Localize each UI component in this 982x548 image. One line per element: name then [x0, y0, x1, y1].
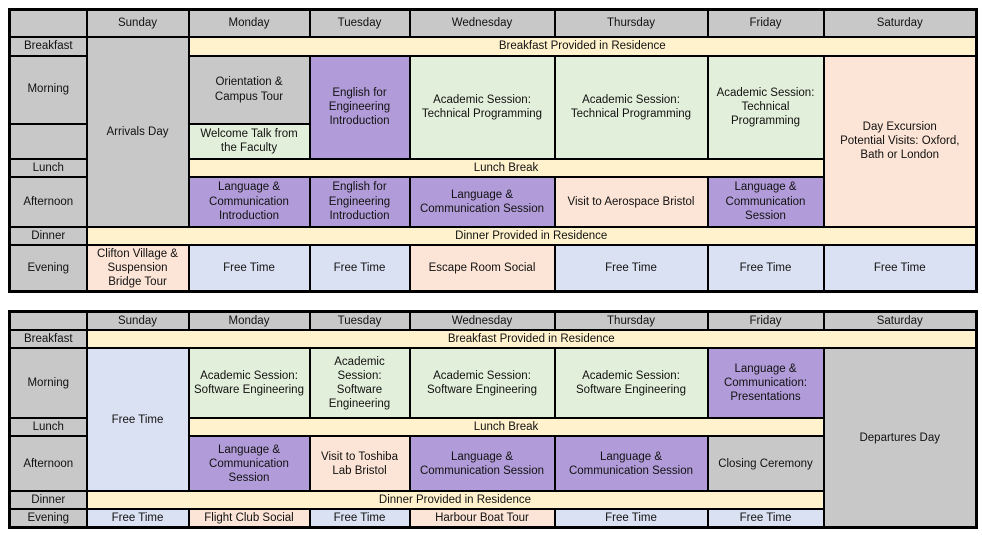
- week2-morning-row: Morning Free Time Academic Session: Soft…: [8, 347, 978, 529]
- week2-header-row: Sunday Monday Tuesday Wednesday Thursday…: [8, 310, 978, 332]
- week2-day-header-friday: Friday: [706, 310, 825, 332]
- week2-row-label-morning: Morning: [8, 347, 88, 420]
- week1-day-header-wednesday: Wednesday: [408, 8, 556, 38]
- week2-corner-cell: [8, 310, 88, 332]
- week1-cell-monday-evening: Free Time: [187, 243, 311, 293]
- week2-cell-tuesday-afternoon: Visit to Toshiba Lab Bristol: [308, 435, 411, 493]
- week2-cell-friday-closing-ceremony: Closing Ceremony: [706, 435, 825, 493]
- week1-cell-wednesday-morning: Academic Session: Technical Programming: [408, 54, 556, 160]
- week1-row-label-breakfast: Breakfast: [8, 35, 88, 57]
- week2-cell-wednesday-afternoon: Language & Communication Session: [408, 435, 556, 493]
- week1-dinner-row: Dinner Dinner Provided in Residence: [8, 225, 978, 246]
- week2-timetable: Sunday Monday Tuesday Wednesday Thursday…: [8, 310, 978, 530]
- week1-cell-saturday-excursion: Day Excursion Potential Visits: Oxford, …: [822, 54, 978, 228]
- week2-cell-sunday-evening: Free Time: [85, 508, 190, 529]
- week1-row-label-evening: Evening: [8, 243, 88, 293]
- week1-dinner-banner: Dinner Provided in Residence: [85, 225, 978, 246]
- week1-day-header-friday: Friday: [706, 8, 825, 38]
- week1-cell-thursday-evening: Free Time: [553, 243, 709, 293]
- week1-lunch-row: Lunch Lunch Break: [8, 157, 977, 178]
- week1-morning-row-1: Morning Orientation & Campus Tour Englis…: [8, 54, 978, 228]
- week2-row-label-lunch: Lunch: [8, 417, 88, 438]
- week2-cell-monday-afternoon: Language & Communication Session: [187, 435, 311, 493]
- week1-cell-thursday-afternoon: Visit to Aerospace Bristol: [553, 175, 709, 228]
- week2-day-header-saturday: Saturday: [822, 310, 978, 332]
- week1-cell-saturday-evening: Free Time: [822, 243, 978, 293]
- week2-cell-thursday-morning: Academic Session: Software Engineering: [553, 347, 709, 420]
- timetable-page: Sunday Monday Tuesday Wednesday Thursday…: [0, 8, 982, 548]
- week2-cell-monday-evening: Flight Club Social: [187, 508, 311, 529]
- week2-cell-tuesday-morning: Academic Session: Software Engineering: [308, 347, 411, 420]
- week2-cell-monday-morning: Academic Session: Software Engineering: [187, 347, 311, 420]
- week1-evening-row: Evening Clifton Village & Suspension Bri…: [8, 243, 978, 293]
- week1-cell-wednesday-afternoon: Language & Communication Session: [408, 175, 556, 228]
- week2-row-label-evening: Evening: [8, 508, 88, 529]
- week1-timetable: Sunday Monday Tuesday Wednesday Thursday…: [8, 8, 978, 294]
- week1-cell-tuesday-morning: English for Engineering Introduction: [308, 54, 411, 160]
- week1-cell-tuesday-evening: Free Time: [308, 243, 411, 293]
- week2-cell-thursday-afternoon: Language & Communication Session: [553, 435, 709, 493]
- week2-lunch-banner: Lunch Break: [187, 417, 825, 438]
- week1-cell-friday-evening: Free Time: [706, 243, 825, 293]
- week1-cell-tuesday-afternoon: English for Engineering Introduction: [308, 175, 411, 228]
- week1-row-label-lunch: Lunch: [8, 157, 88, 178]
- week1-lunch-banner: Lunch Break: [187, 157, 825, 178]
- week1-cell-friday-afternoon: Language & Communication Session: [706, 175, 825, 228]
- week1-row-label-afternoon: Afternoon: [8, 175, 88, 228]
- week2-lunch-row: Lunch Lunch Break: [8, 417, 977, 438]
- week1-day-header-thursday: Thursday: [553, 8, 709, 38]
- week2-day-header-tuesday: Tuesday: [308, 310, 411, 332]
- week1-header-row: Sunday Monday Tuesday Wednesday Thursday…: [8, 8, 978, 38]
- week1-breakfast-row: Breakfast Arrivals Day Breakfast Provide…: [8, 35, 978, 228]
- week1-cell-monday-welcome-talk: Welcome Talk from the Faculty: [187, 122, 311, 160]
- week1-cell-monday-orientation: Orientation & Campus Tour: [187, 54, 311, 125]
- week2-cell-friday-morning: Language & Communication: Presentations: [706, 347, 825, 420]
- week2-row-label-dinner: Dinner: [8, 490, 88, 511]
- week2-day-header-thursday: Thursday: [553, 310, 709, 332]
- week2-row-label-afternoon: Afternoon: [8, 435, 88, 493]
- week2-cell-tuesday-evening: Free Time: [308, 508, 411, 529]
- week1-cell-thursday-morning: Academic Session: Technical Programming: [553, 54, 709, 160]
- week1-cell-sunday-arrivals-day: Arrivals Day: [85, 35, 190, 228]
- week1-row-label-dinner: Dinner: [8, 225, 88, 246]
- week1-day-header-tuesday: Tuesday: [308, 8, 411, 38]
- week1-cell-sunday-evening: Clifton Village & Suspension Bridge Tour: [85, 243, 190, 293]
- week2-day-header-monday: Monday: [187, 310, 311, 332]
- week1-afternoon-row: Afternoon Language & Communication Intro…: [8, 175, 977, 228]
- week2-cell-friday-evening: Free Time: [706, 508, 825, 529]
- week2-dinner-row: Dinner Dinner Provided in Residence: [8, 490, 977, 511]
- week2-dinner-banner: Dinner Provided in Residence: [85, 490, 825, 511]
- week1-morning-row-2: Welcome Talk from the Faculty: [8, 122, 977, 160]
- week1-cell-wednesday-evening: Escape Room Social: [408, 243, 556, 293]
- week1-day-header-sunday: Sunday: [85, 8, 190, 38]
- week2-cell-wednesday-evening: Harbour Boat Tour: [408, 508, 556, 529]
- week2-afternoon-row: Afternoon Language & Communication Sessi…: [8, 435, 977, 493]
- week2-row-label-breakfast: Breakfast: [8, 329, 88, 350]
- week2-cell-thursday-evening: Free Time: [553, 508, 709, 529]
- week2-day-header-sunday: Sunday: [85, 310, 190, 332]
- week2-cell-saturday-departures-day: Departures Day: [822, 347, 978, 529]
- week1-breakfast-banner: Breakfast Provided in Residence: [187, 35, 978, 57]
- week1-row-label-morning-spacer: [8, 122, 88, 160]
- week2-evening-row: Evening Free Time Flight Club Social Fre…: [8, 508, 977, 529]
- week1-day-header-monday: Monday: [187, 8, 311, 38]
- week2-breakfast-banner: Breakfast Provided in Residence: [85, 329, 978, 350]
- week1-day-header-saturday: Saturday: [822, 8, 978, 38]
- week1-cell-monday-afternoon: Language & Communication Introduction: [187, 175, 311, 228]
- week2-cell-wednesday-morning: Academic Session: Software Engineering: [408, 347, 556, 420]
- week1-row-label-morning: Morning: [8, 54, 88, 125]
- week1-corner-cell: [8, 8, 88, 38]
- week2-cell-sunday-free-time: Free Time: [85, 347, 190, 493]
- week1-cell-friday-morning: Academic Session: Technical Programming: [706, 54, 825, 160]
- week2-day-header-wednesday: Wednesday: [408, 310, 556, 332]
- week2-breakfast-row: Breakfast Breakfast Provided in Residenc…: [8, 329, 978, 350]
